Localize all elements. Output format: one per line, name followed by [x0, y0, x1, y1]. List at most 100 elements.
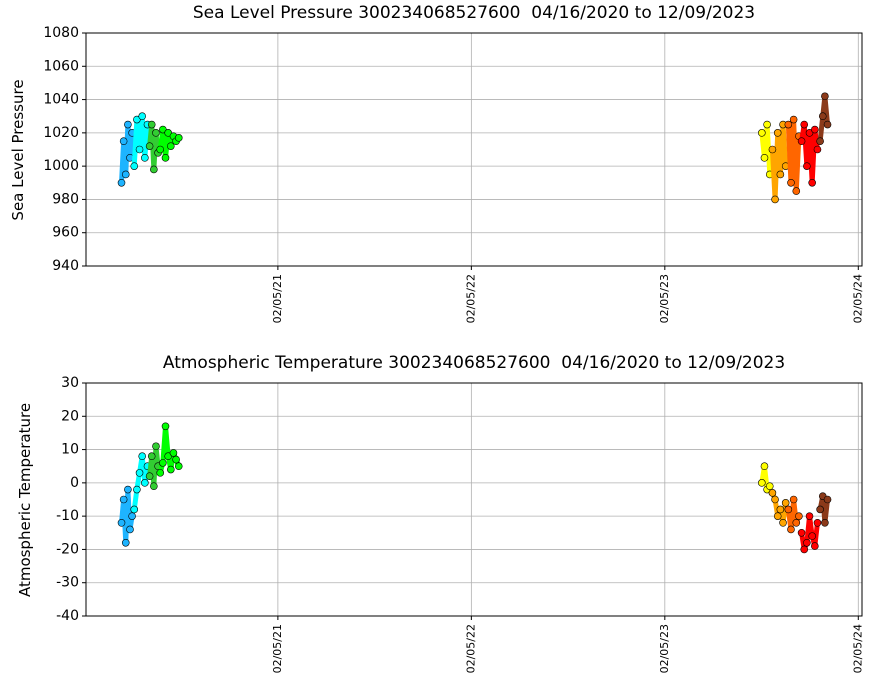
chart-title: Sea Level Pressure 300234068527600 04/16… [193, 3, 755, 23]
point [147, 452, 156, 461]
y-tick-label: 30 [61, 375, 79, 391]
point [823, 495, 832, 504]
y-tick-label: -30 [56, 575, 79, 591]
point [130, 505, 139, 514]
point [758, 129, 766, 137]
point [773, 129, 782, 137]
point [789, 115, 798, 124]
point [779, 518, 787, 527]
point [792, 187, 801, 195]
y-tick-label: 1040 [43, 92, 79, 108]
plot-frame [85, 32, 863, 267]
point [159, 459, 167, 467]
plot-frame [85, 382, 863, 617]
point [119, 137, 128, 145]
y-tick-label: -40 [56, 608, 79, 624]
series-line [769, 122, 789, 202]
point [150, 165, 158, 174]
point [138, 452, 146, 461]
point [765, 482, 774, 490]
point [787, 525, 795, 534]
point [169, 449, 178, 457]
y-tick-label: -10 [56, 508, 79, 524]
point [797, 137, 806, 145]
point [813, 518, 822, 527]
point [773, 512, 782, 520]
y-tick-label: 980 [52, 191, 79, 207]
point [805, 512, 814, 520]
y-tick-label: 1080 [43, 25, 79, 41]
point [816, 505, 824, 514]
point [152, 442, 160, 451]
y-tick-label: 1000 [43, 158, 79, 174]
point [147, 120, 156, 129]
x-tick-label: 02/05/21 [271, 624, 284, 673]
point [797, 528, 806, 537]
point [803, 162, 811, 170]
subplot: Sea Level Pressure 300234068527600 04/16… [9, 3, 864, 323]
y-axis-label: Sea Level Pressure [9, 79, 27, 220]
y-tick-label: 960 [52, 225, 79, 241]
y-tick-label: 0 [70, 475, 79, 491]
point [167, 465, 175, 474]
point [784, 120, 793, 129]
point [156, 469, 165, 477]
point [792, 518, 801, 527]
point [174, 134, 183, 142]
point [795, 512, 803, 520]
point [172, 455, 180, 464]
point [816, 137, 824, 145]
point [119, 495, 128, 504]
point [126, 525, 134, 534]
point [781, 499, 790, 507]
series-line [131, 113, 150, 167]
point [771, 495, 779, 504]
point [776, 170, 785, 179]
point [130, 162, 139, 170]
point [811, 542, 819, 550]
x-tick-label: 02/05/21 [271, 274, 284, 323]
point [808, 532, 816, 540]
x-tick-label: 02/05/23 [658, 624, 671, 673]
subplot: Atmospheric Temperature 300234068527600 … [16, 353, 864, 673]
series-line [759, 122, 773, 175]
point [787, 178, 795, 187]
point [161, 422, 170, 431]
point [800, 545, 809, 554]
point [789, 495, 798, 504]
x-tick-label: 02/05/24 [851, 274, 864, 323]
x-tick-label: 02/05/24 [851, 624, 864, 673]
point [161, 154, 170, 162]
point [818, 112, 827, 121]
point [156, 145, 165, 154]
point [124, 485, 132, 494]
y-tick-label: 20 [61, 408, 79, 424]
point [138, 112, 146, 121]
y-tick-label: 1060 [43, 58, 79, 74]
point [758, 479, 766, 487]
point [768, 489, 777, 497]
x-tick-label: 02/05/23 [658, 274, 671, 323]
point [141, 479, 149, 487]
point [135, 469, 144, 477]
point [121, 538, 130, 547]
point [821, 518, 829, 527]
point [124, 120, 132, 129]
point [128, 512, 136, 520]
point [121, 170, 130, 179]
point [174, 462, 183, 471]
point [135, 145, 144, 154]
y-tick-label: 1020 [43, 125, 79, 141]
point [141, 154, 149, 162]
point [145, 142, 154, 150]
point [813, 145, 822, 154]
x-tick-label: 02/05/22 [464, 274, 477, 323]
point [811, 125, 819, 134]
point [768, 145, 777, 154]
point [117, 178, 126, 187]
point [150, 482, 158, 490]
x-tick-label: 02/05/22 [464, 624, 477, 673]
point [133, 485, 141, 494]
y-axis-label: Atmospheric Temperature [16, 403, 34, 597]
